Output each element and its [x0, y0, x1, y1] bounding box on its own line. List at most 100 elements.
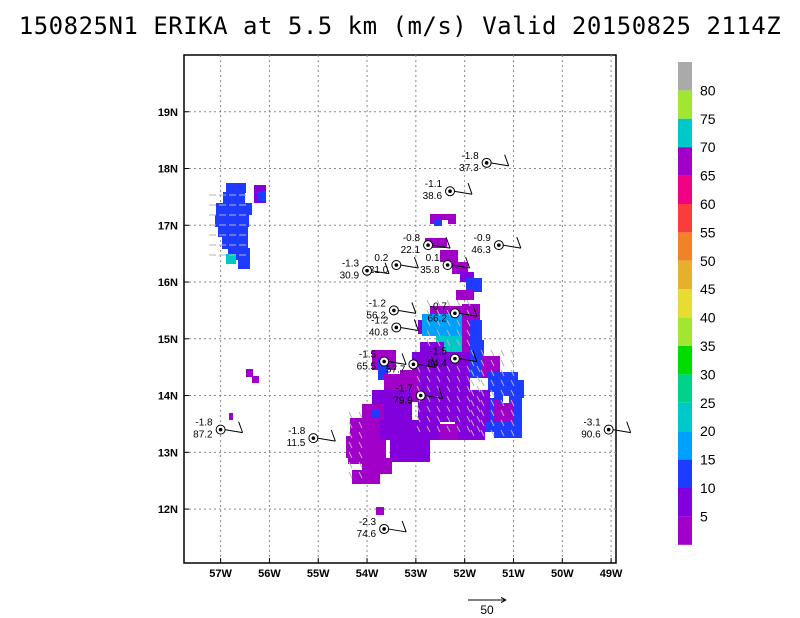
plot-frame	[183, 54, 617, 564]
wind-vector	[426, 329, 431, 337]
wind-vector	[436, 405, 441, 413]
wind-vector	[476, 415, 481, 423]
wind-cell	[372, 410, 380, 418]
observation-center	[484, 161, 489, 165]
observation-dz: -1.2	[369, 298, 387, 309]
wind-vector	[416, 375, 421, 383]
observation: -1.240.8	[369, 315, 419, 338]
wind-cell	[380, 420, 440, 440]
wind-vector	[456, 299, 461, 307]
wind-vector	[470, 389, 475, 397]
wind-vector	[490, 399, 495, 407]
wind-vector	[510, 419, 515, 427]
wind-vector	[446, 415, 451, 423]
wind-vector	[426, 425, 431, 433]
observation-dz: -1.8	[288, 426, 306, 437]
colorbar: 80 75 70 65 60 55 50 45 40 35 30 25 20 15 10 5	[678, 62, 716, 545]
observation-value: 37.3	[459, 163, 479, 174]
observation-value: 38.6	[423, 191, 443, 202]
colorbar-label: 75	[700, 111, 716, 127]
observation: -1.811.5	[287, 426, 336, 449]
wind-vector	[466, 375, 471, 383]
wind-vector	[480, 359, 485, 367]
observation: -1.779.9	[393, 384, 444, 407]
wind-barb	[388, 528, 407, 533]
wind-vector	[348, 461, 353, 469]
observation: -1.887.2	[193, 418, 244, 441]
wind-vector	[476, 375, 481, 383]
observation-center	[453, 311, 457, 316]
wind-barb	[400, 264, 419, 269]
wind-vector	[348, 451, 353, 459]
wind-vector	[466, 385, 471, 393]
colorbar-segment	[678, 431, 692, 460]
wind-vector	[446, 405, 451, 413]
wind-vector	[470, 349, 475, 357]
wind-vector	[480, 389, 485, 397]
wind-vector	[510, 359, 515, 367]
wind-vector	[348, 421, 353, 429]
wind-vector	[466, 319, 471, 327]
wind-cell	[420, 342, 444, 354]
wind-vector	[500, 429, 505, 437]
wind-cell	[520, 384, 524, 388]
x-tick-label: 52W	[453, 568, 476, 580]
wind-cell	[455, 415, 485, 440]
wind-vector	[358, 421, 363, 429]
observation-value: 22.1	[401, 245, 421, 256]
wind-vector	[348, 441, 353, 449]
wind-barb	[453, 190, 473, 195]
observation: 0.135.8	[420, 253, 471, 276]
wind-cell	[466, 278, 482, 292]
wind-barb	[397, 309, 416, 314]
colorbar-label: 35	[700, 338, 716, 354]
observation-center	[382, 527, 386, 531]
wind-vector	[456, 319, 461, 327]
wind-vector	[446, 395, 451, 403]
wind-cell	[215, 215, 249, 227]
wind-vector	[480, 349, 485, 357]
wind-vector	[358, 441, 363, 449]
observation-dz: -0.7	[430, 301, 448, 312]
observation-value: 90.6	[581, 430, 601, 441]
observation: -1.584.4	[427, 347, 478, 370]
x-tick-label: 55W	[307, 568, 330, 580]
colorbar-segment	[678, 147, 692, 176]
wind-vector	[426, 309, 431, 317]
observation-value: 57.7	[386, 364, 406, 375]
wind-barb-flag	[413, 319, 419, 331]
wind-vector	[456, 395, 461, 403]
observation-center	[453, 356, 457, 361]
observation-value: 74.6	[357, 529, 377, 540]
wind-vector	[358, 411, 363, 419]
colorbar-segment	[678, 175, 692, 204]
wind-vector	[358, 451, 363, 459]
wind-cell	[440, 250, 458, 262]
wind-vector	[436, 309, 441, 317]
wind-cell	[226, 254, 236, 264]
wind-vector	[416, 425, 421, 433]
wind-vector	[426, 365, 431, 373]
wind-vector	[358, 461, 363, 469]
observation-dz: -1.2	[371, 315, 389, 326]
y-tick-label: 13N	[158, 447, 178, 459]
wind-vector	[510, 349, 515, 357]
wind-barb	[451, 264, 470, 269]
wind-cell	[425, 238, 447, 248]
observations: -1.837.3-1.138.6-0.822.1-0.946.30.221.00…	[193, 151, 632, 540]
wind-vector	[480, 369, 485, 377]
wind-barb	[458, 312, 477, 317]
wind-cell	[434, 220, 442, 226]
observation-center	[394, 263, 399, 267]
wind-cell	[258, 191, 266, 201]
wind-vector	[490, 349, 495, 357]
colorbar-label: 30	[700, 366, 716, 382]
wind-vector	[426, 339, 431, 347]
observation: -0.946.3	[471, 233, 522, 256]
wind-cell	[218, 227, 248, 237]
wind-vector	[470, 419, 475, 427]
wind-vector	[456, 425, 461, 433]
wind-barb-flag	[516, 236, 522, 249]
wind-vector	[426, 415, 431, 423]
y-tick-label: 14N	[158, 391, 178, 403]
